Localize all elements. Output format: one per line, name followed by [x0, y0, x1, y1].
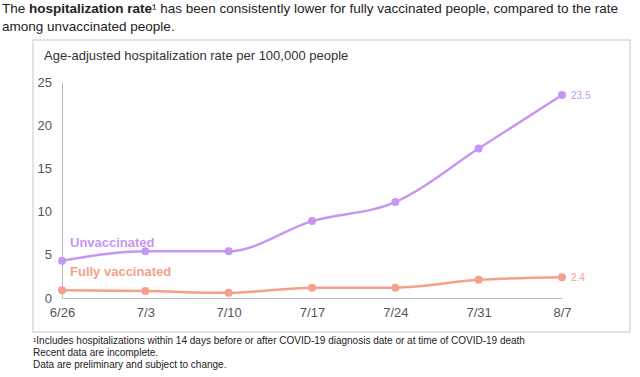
y-tick-label: 20 [38, 118, 52, 133]
x-tick: 6/26 [50, 298, 75, 320]
series-line [62, 95, 562, 261]
labels: 23.5 Unvaccinated 2.4 Fully vaccinated [70, 90, 591, 283]
chart-frame [33, 40, 630, 332]
data-label: 2.4 [571, 272, 585, 283]
series-line [62, 277, 562, 293]
y-tick: 25 [38, 75, 62, 90]
series-marker [391, 198, 399, 206]
series-marker [58, 257, 66, 265]
y-tick-label: 25 [38, 75, 52, 90]
x-tick: 7/17 [300, 298, 325, 320]
chart: Age-adjusted hospitalization rate per 10… [0, 0, 640, 377]
header: The hospitalization rate¹ has been consi… [2, 0, 634, 36]
x-tick: 8/7 [553, 298, 571, 320]
x-tick: 7/24 [383, 298, 408, 320]
series-marker [475, 145, 483, 153]
y-tick-label: 15 [38, 161, 52, 176]
x-tick-label: 8/7 [553, 305, 571, 320]
y-tick: 15 [38, 161, 62, 176]
x-tick-label: 6/26 [50, 305, 75, 320]
series-marker [225, 289, 233, 297]
x-tick-label: 7/24 [383, 305, 408, 320]
title-run: hospitalization rate [29, 1, 152, 16]
x-tick: 7/10 [217, 298, 242, 320]
y-tick-label: 0 [45, 291, 52, 306]
series-marker [391, 284, 399, 292]
title-run: ¹ [152, 1, 157, 16]
y-axis: 0 5 10 15 20 25 [38, 75, 63, 306]
y-tick-label: 5 [45, 247, 52, 262]
x-tick-label: 7/3 [137, 305, 155, 320]
footnote: Recent data are incomplete. [33, 347, 158, 358]
x-tick-label: 7/31 [467, 305, 492, 320]
title-run: The [2, 1, 29, 16]
series-marker [58, 286, 66, 294]
series-marker [141, 287, 149, 295]
data-label: 23.5 [571, 90, 591, 101]
y-tick: 10 [38, 204, 62, 219]
x-tick-label: 7/10 [217, 305, 242, 320]
series-marker [558, 91, 566, 99]
x-tick: 7/31 [467, 298, 492, 320]
y-axis-line [62, 83, 63, 299]
x-tick-label: 7/17 [300, 305, 325, 320]
y-tick: 20 [38, 118, 62, 133]
series-marker [308, 217, 316, 225]
legend-label: Unvaccinated [70, 235, 155, 250]
x-axis: 6/26 7/3 7/10 7/17 7/24 7/31 8/7 [50, 298, 572, 320]
plot-area [58, 91, 566, 297]
footnote: Data are preliminary and subject to chan… [33, 359, 226, 370]
x-tick: 7/3 [137, 298, 155, 320]
y-axis-title: Age-adjusted hospitalization rate per 10… [44, 48, 348, 63]
series-marker [475, 276, 483, 284]
x-axis-line [63, 298, 563, 299]
series-marker [308, 284, 316, 292]
series-marker [225, 247, 233, 255]
y-tick-label: 10 [38, 204, 52, 219]
footnote: ¹Includes hospitalizations within 14 day… [33, 335, 525, 346]
legend-label: Fully vaccinated [70, 264, 171, 279]
series-marker [558, 273, 566, 281]
